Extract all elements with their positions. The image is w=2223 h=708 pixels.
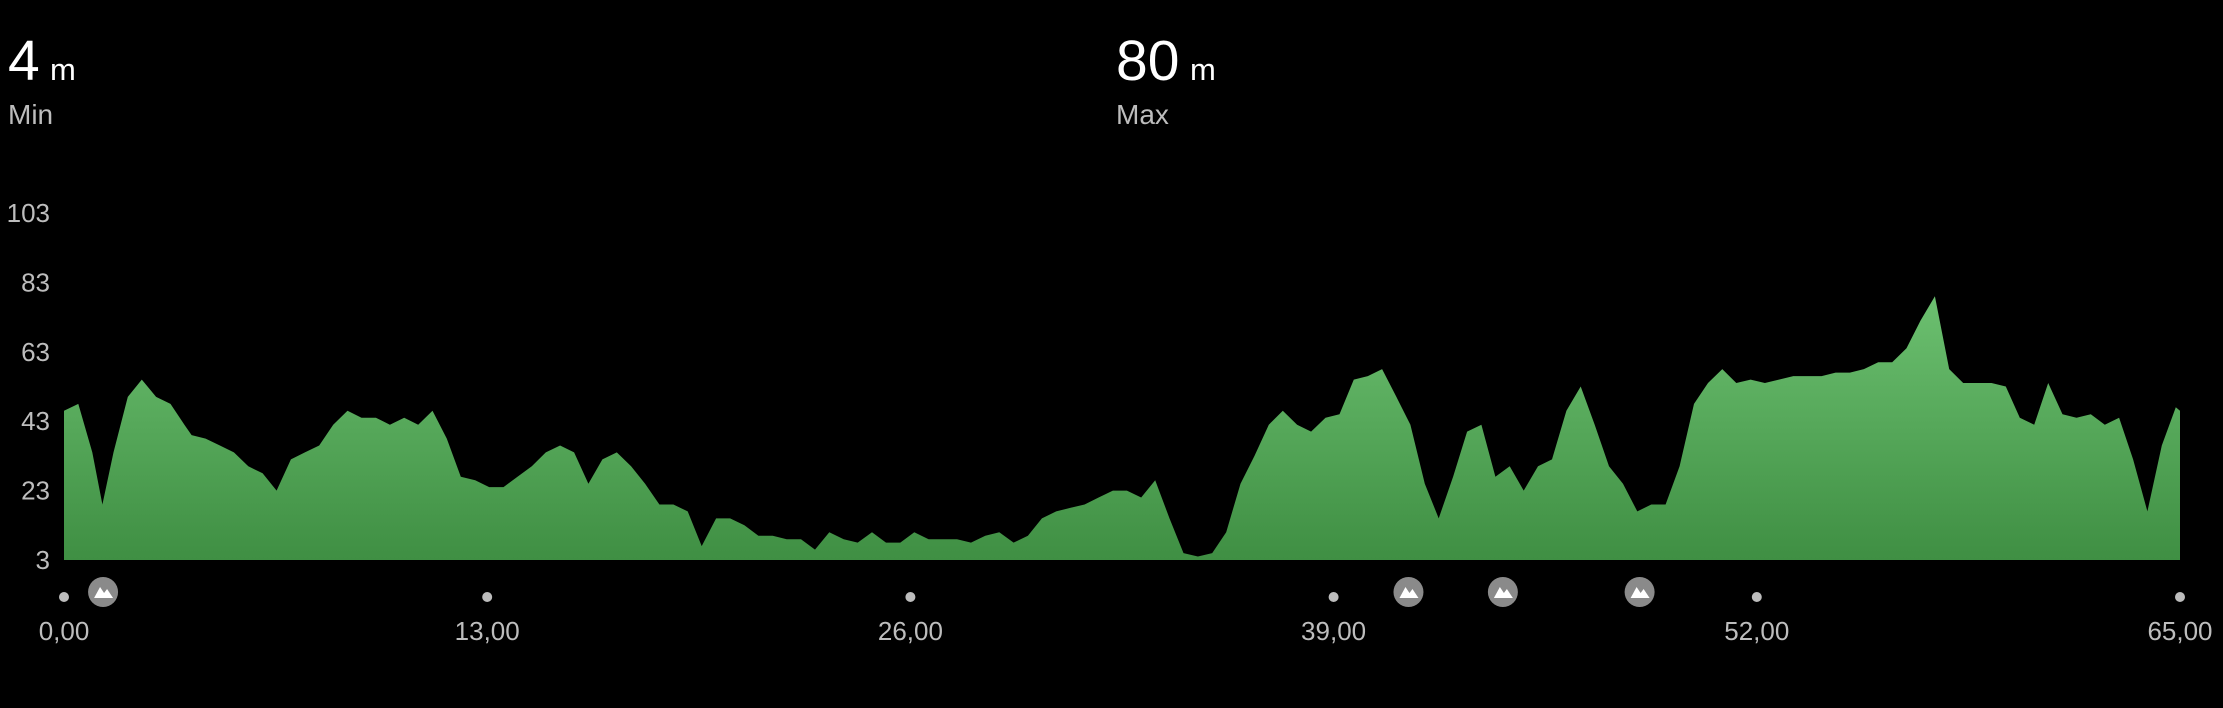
x-tick-label: 26,00 <box>878 616 943 646</box>
min-label: Min <box>8 99 53 130</box>
y-tick-label: 83 <box>21 267 50 297</box>
y-tick-label: 63 <box>21 337 50 367</box>
x-tick-label: 39,00 <box>1301 616 1366 646</box>
x-tick-dot <box>1751 592 1762 602</box>
x-tick-label: 65,00 <box>2147 616 2212 646</box>
x-tick-dot <box>1328 592 1339 602</box>
climb-marker <box>1624 577 1655 607</box>
x-tick-label: 0,00 <box>39 616 90 646</box>
y-tick-label: 23 <box>21 476 50 506</box>
x-tick-dot <box>905 592 916 602</box>
climb-marker <box>1487 577 1518 607</box>
x-tick-dot <box>59 592 69 602</box>
y-tick-label: 3 <box>36 545 50 575</box>
max-label: Max <box>1116 99 1169 130</box>
climb-marker <box>1393 577 1424 607</box>
climb-marker <box>88 577 119 607</box>
min-value: 4 <box>8 29 40 93</box>
y-tick-label: 43 <box>21 406 50 436</box>
max-unit: m <box>1190 52 1216 87</box>
elevation-area <box>64 296 2180 560</box>
x-tick-dot <box>2175 592 2185 602</box>
x-tick-dot <box>482 592 493 602</box>
max-value: 80 <box>1116 29 1179 93</box>
min-unit: m <box>50 52 76 87</box>
y-tick-label: 103 <box>7 198 50 228</box>
x-tick-label: 13,00 <box>455 616 520 646</box>
x-tick-label: 52,00 <box>1724 616 1789 646</box>
